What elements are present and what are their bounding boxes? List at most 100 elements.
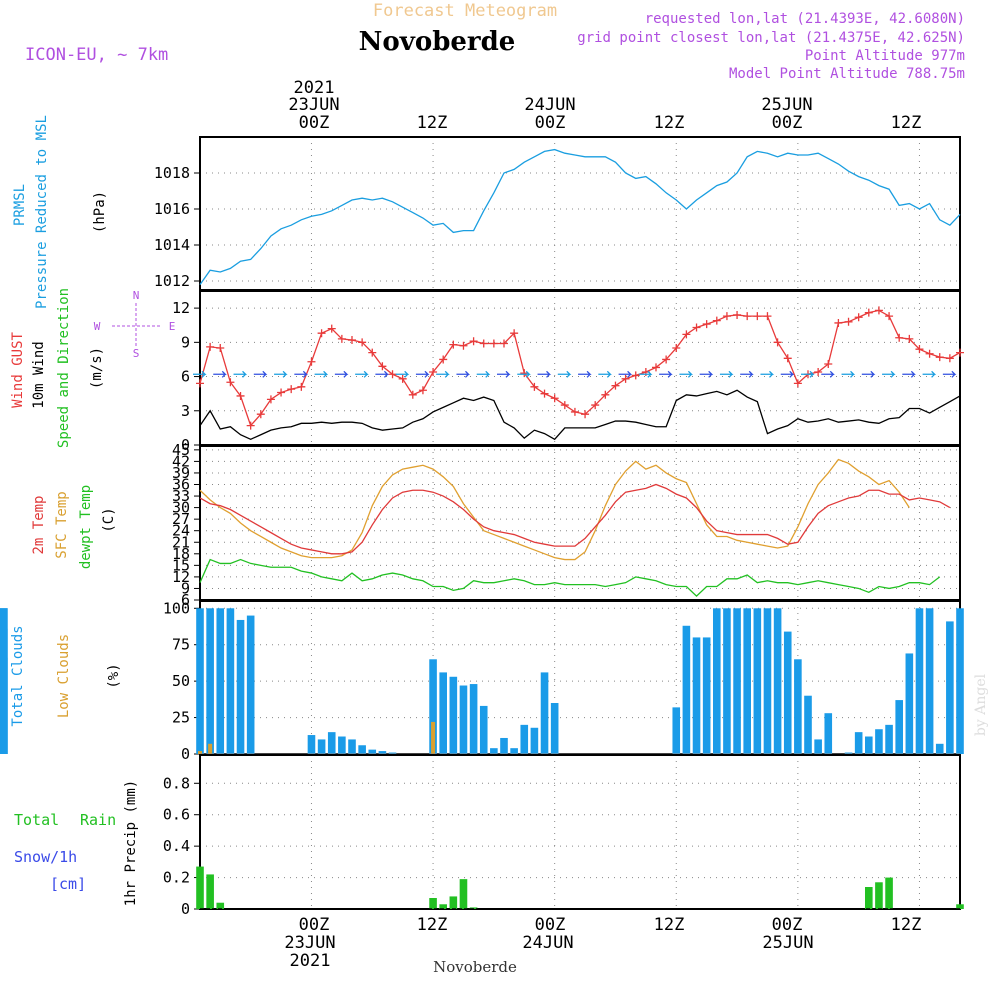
gust-point bbox=[196, 379, 204, 388]
temp-2m-label: 2m Temp bbox=[31, 495, 47, 554]
top-hour-2: 12Z bbox=[417, 113, 448, 133]
total-cloud-bar bbox=[500, 737, 508, 754]
gust-point bbox=[388, 370, 397, 379]
total-cloud-bar bbox=[956, 608, 964, 754]
gust-point bbox=[297, 382, 306, 391]
gust-point bbox=[348, 336, 356, 345]
total-cloud-bar bbox=[783, 631, 792, 754]
gust-point bbox=[429, 367, 438, 376]
panel-precip: 0 0.2 0.4 0.6 0.8 bbox=[163, 754, 964, 918]
gust-point bbox=[408, 390, 417, 399]
wind-direction-arrow bbox=[598, 370, 612, 378]
total-cloud-bar bbox=[206, 608, 214, 754]
low-cloud-bar bbox=[198, 751, 202, 754]
wind-direction-arrow bbox=[740, 370, 754, 378]
wind-direction-arrow bbox=[861, 370, 876, 378]
total-cloud-bar bbox=[824, 713, 833, 754]
y-tick-label: 9 bbox=[181, 333, 190, 351]
total-cloud-bar bbox=[672, 707, 681, 754]
total-cloud-bar bbox=[469, 684, 478, 754]
gust-point bbox=[378, 362, 387, 371]
gust-point bbox=[520, 369, 529, 378]
precip-cm-label: [cm] bbox=[50, 875, 86, 893]
wind-direction-arrow bbox=[537, 370, 552, 378]
wind-direction-arrow bbox=[699, 370, 714, 378]
bottom-date-3: 25JUN bbox=[762, 933, 813, 953]
wind-direction-arrow bbox=[618, 370, 633, 378]
wind-10m-label: 10m Wind bbox=[31, 341, 47, 408]
gust-point bbox=[560, 401, 569, 410]
gust-point bbox=[672, 344, 681, 353]
gust-point bbox=[895, 333, 904, 342]
gust-point bbox=[500, 339, 508, 348]
dewpoint-line bbox=[199, 558, 941, 598]
wind-direction-arrow bbox=[193, 370, 207, 378]
gust-point bbox=[358, 338, 367, 347]
rain-bar bbox=[875, 882, 883, 909]
gust-point bbox=[874, 306, 883, 315]
wind-direction-arrow bbox=[253, 370, 268, 378]
total-cloud-bar bbox=[530, 727, 539, 754]
wind-direction-arrow bbox=[274, 370, 288, 378]
gust-point bbox=[682, 330, 691, 339]
wind-direction-arrow bbox=[801, 370, 815, 378]
y-tick-label: 0 bbox=[181, 900, 190, 918]
wind-direction-arrow bbox=[294, 370, 308, 378]
gust-point bbox=[753, 312, 762, 321]
gust-point bbox=[581, 410, 590, 419]
gust-point bbox=[712, 316, 721, 325]
temp-dew-label: dewpt Temp bbox=[78, 485, 94, 569]
total-cloud-bar bbox=[702, 637, 711, 754]
y-tick-label: 0.2 bbox=[163, 869, 190, 887]
y-tick-label: 15 bbox=[172, 556, 190, 574]
total-cloud-bar bbox=[925, 608, 934, 754]
rain-bar bbox=[469, 907, 478, 909]
panel-frame bbox=[199, 754, 961, 910]
gust-point bbox=[266, 395, 275, 404]
requested-coords: requested lon,lat (21.4393E, 42.6080N) bbox=[645, 11, 965, 27]
gust-point bbox=[530, 382, 539, 391]
gust-point bbox=[449, 340, 458, 349]
total-cloud-bar bbox=[358, 745, 366, 754]
gust-point bbox=[763, 312, 772, 321]
wind-direction-arrow bbox=[375, 370, 389, 378]
gridpoint-coords: grid point closest lon,lat (21.4375E, 42… bbox=[577, 30, 965, 46]
rain-bar bbox=[196, 866, 204, 909]
total-cloud-bar bbox=[692, 637, 701, 754]
total-cloud-bar bbox=[723, 608, 731, 754]
wind-direction-arrow bbox=[456, 370, 471, 378]
top-hour-3: 00Z bbox=[535, 113, 566, 133]
bottom-date-2: 24JUN bbox=[522, 933, 573, 953]
total-cloud-bar bbox=[946, 621, 954, 754]
bottom-year: 2021 bbox=[290, 951, 331, 971]
wind-direction-arrow bbox=[902, 370, 916, 378]
svg-text:S: S bbox=[133, 347, 140, 360]
y-tick-label: 6 bbox=[181, 368, 190, 386]
y-tick-label: 50 bbox=[172, 672, 190, 690]
total-cloud-bar bbox=[682, 625, 691, 754]
rain-bar bbox=[885, 877, 893, 909]
total-cloud-bar bbox=[490, 748, 498, 754]
plot-area: 1012101410161018036912691215182124273033… bbox=[0, 137, 964, 918]
total-cloud-bar bbox=[348, 739, 356, 754]
panel-pressure: 1012 1014 1016 1018 bbox=[154, 136, 961, 291]
gust-point bbox=[327, 324, 336, 333]
wind-line bbox=[199, 389, 961, 441]
cloud-unit: (%) bbox=[106, 663, 122, 688]
gust-point bbox=[226, 378, 235, 387]
precip-total-label: Total bbox=[14, 811, 59, 829]
gust-point bbox=[591, 401, 600, 410]
total-cloud-bar bbox=[520, 724, 529, 754]
gust-point bbox=[935, 353, 944, 362]
gust-point bbox=[621, 374, 630, 383]
total-cloud-bar bbox=[439, 672, 447, 754]
y-tick-label: 27 bbox=[172, 510, 190, 528]
gust-point bbox=[510, 329, 519, 338]
panel-clouds: 0 25 50 75 100 bbox=[0, 599, 964, 763]
wind-direction-arrow bbox=[882, 370, 896, 378]
wind-direction-arrow bbox=[780, 370, 795, 378]
gust-point bbox=[287, 385, 296, 394]
top-date-3: 25JUN bbox=[761, 95, 812, 115]
low-cloud-bar bbox=[208, 743, 213, 754]
